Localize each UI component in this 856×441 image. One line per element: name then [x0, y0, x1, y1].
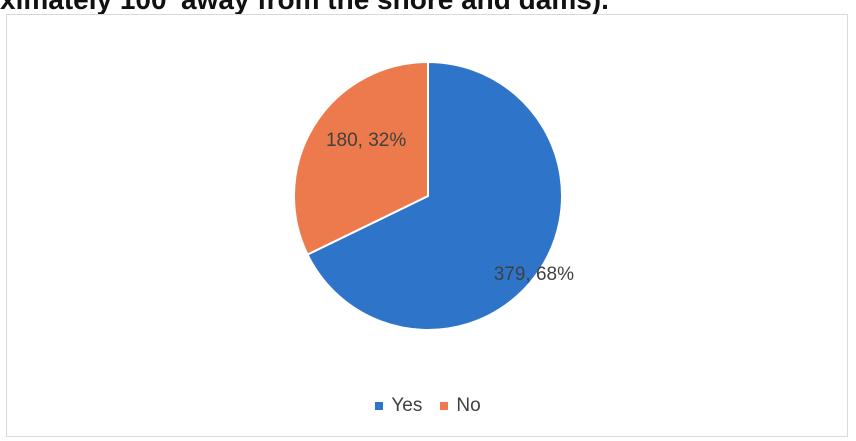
legend-entry-no: No	[440, 395, 481, 417]
pie-data-labels: 379, 68% 180, 32%	[326, 130, 574, 285]
data-label-yes: 379, 68%	[494, 264, 574, 285]
legend: Yes No	[0, 395, 856, 417]
legend-swatch-yes	[375, 402, 384, 410]
pie-slices	[293, 60, 563, 331]
legend-entry-yes: Yes	[375, 395, 422, 417]
data-label-no: 180, 32%	[326, 130, 406, 151]
legend-label-yes: Yes	[391, 395, 423, 416]
legend-label-no: No	[456, 395, 481, 416]
legend-swatch-no	[440, 402, 449, 410]
pie-slice-no	[293, 60, 429, 256]
pie-slice-yes	[306, 60, 563, 331]
cropped-heading-text: ximately 100' away from the shore and da…	[0, 0, 856, 17]
